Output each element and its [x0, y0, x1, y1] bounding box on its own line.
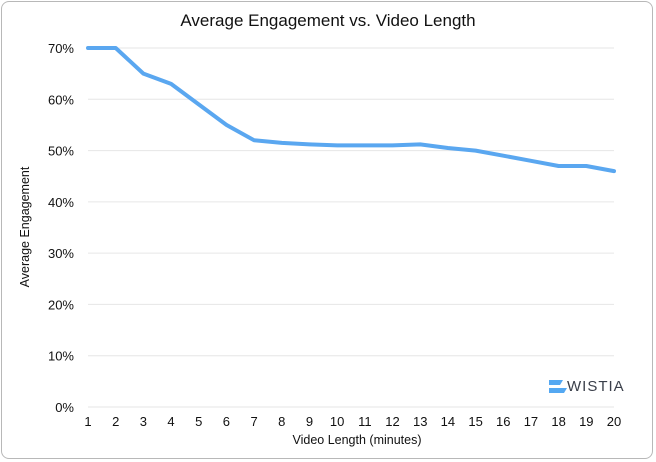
x-tick-label: 19 [579, 414, 593, 429]
x-tick-label: 10 [330, 414, 344, 429]
x-tick-label: 15 [468, 414, 482, 429]
data-point [501, 154, 505, 158]
y-tick-label: 60% [48, 92, 74, 107]
y-tick-label: 50% [48, 144, 74, 159]
x-axis-label: Video Length (minutes) [292, 433, 421, 447]
x-tick-label: 5 [195, 414, 202, 429]
y-tick-label: 30% [48, 246, 74, 261]
x-tick-label: 12 [385, 414, 399, 429]
y-tick-label: 20% [48, 297, 74, 312]
series-group [86, 46, 616, 174]
x-tick-label: 9 [306, 414, 313, 429]
wistia-logo-icon [549, 380, 567, 393]
chart-title: Average Engagement vs. Video Length [180, 11, 475, 30]
x-tick-label: 13 [413, 414, 427, 429]
x-tick-label: 6 [223, 414, 230, 429]
x-tick-label: 11 [358, 414, 372, 429]
x-tick-label: 7 [250, 414, 257, 429]
x-tick-label: 4 [167, 414, 174, 429]
x-tick-label: 17 [524, 414, 538, 429]
x-tick-label: 14 [441, 414, 455, 429]
data-point [141, 72, 145, 76]
data-point [197, 102, 201, 106]
data-point [363, 143, 367, 147]
data-point [252, 138, 256, 142]
wistia-wordmark: WISTIA [567, 378, 625, 395]
data-point [557, 164, 561, 168]
x-tick-label: 20 [607, 414, 621, 429]
y-tick-label: 10% [48, 349, 74, 364]
data-point [418, 142, 422, 146]
data-point [114, 46, 118, 50]
y-tick-label: 0% [55, 400, 74, 415]
y-tick-label: 40% [48, 195, 74, 210]
x-tick-label: 1 [84, 414, 91, 429]
data-point [446, 146, 450, 150]
x-tick-label: 18 [551, 414, 565, 429]
data-point [584, 164, 588, 168]
data-point [169, 82, 173, 86]
data-point [529, 159, 533, 163]
y-axis-ticks: 0% 10% 20% 30% 40% 50% 60% 70% [48, 41, 74, 415]
gridlines [88, 47, 614, 408]
data-point [391, 143, 395, 147]
x-tick-label: 8 [278, 414, 285, 429]
series-line [86, 46, 616, 174]
data-point [612, 169, 616, 173]
x-tick-label: 2 [112, 414, 119, 429]
data-point [307, 142, 311, 146]
data-point [224, 123, 228, 127]
y-tick-label: 70% [48, 41, 74, 56]
data-point [86, 46, 90, 50]
data-point [280, 141, 284, 145]
data-point [474, 149, 478, 153]
data-point [335, 143, 339, 147]
x-tick-label: 16 [496, 414, 510, 429]
x-axis-ticks: 1 2 3 4 5 6 7 8 9 10 11 12 13 14 15 16 17 18 19 20 [84, 414, 621, 429]
wistia-watermark: WISTIA [549, 378, 625, 395]
x-tick-label: 3 [140, 414, 147, 429]
y-axis-label: Average Engagement [18, 166, 32, 287]
